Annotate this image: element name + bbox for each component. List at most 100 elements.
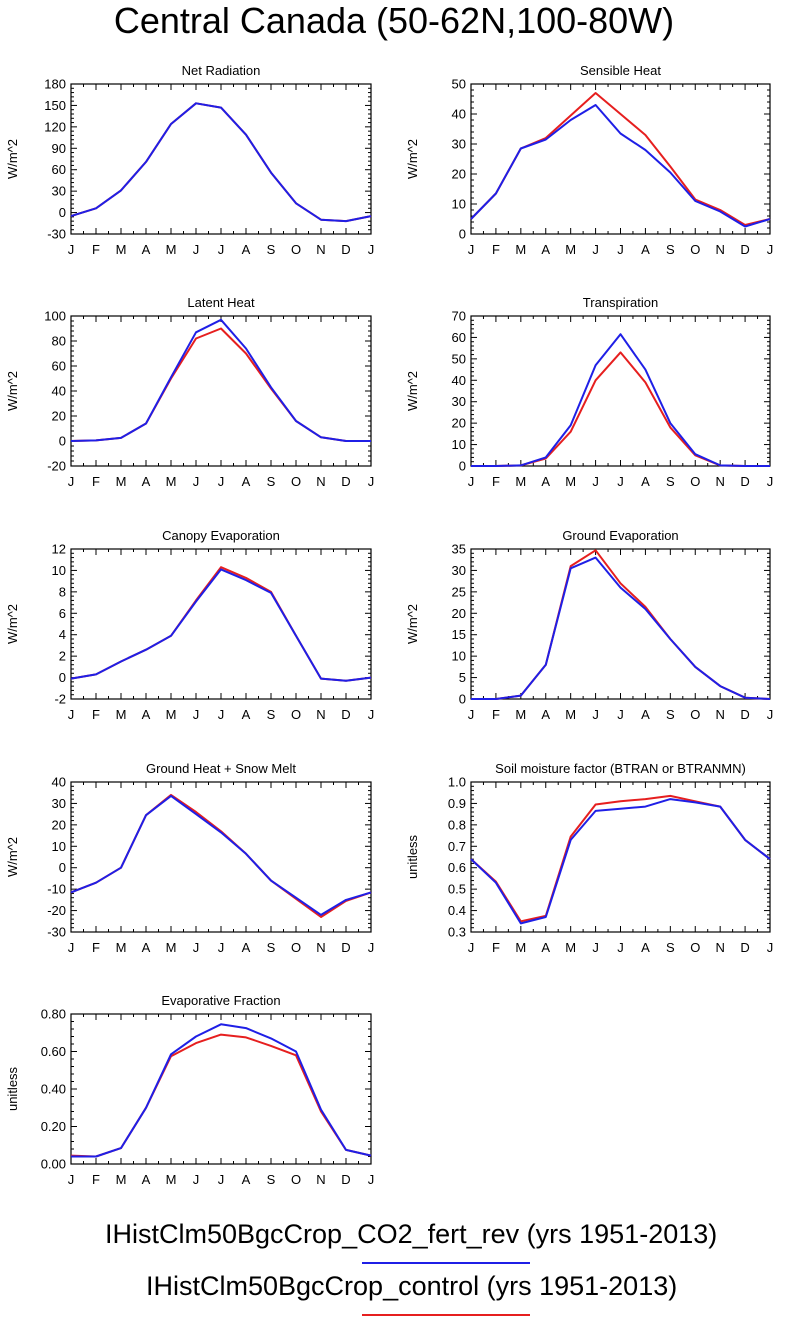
y-tick-label: 20	[452, 416, 466, 431]
x-tick-label: S	[267, 474, 276, 489]
x-tick-label: A	[142, 242, 151, 257]
x-tick-label: S	[267, 242, 276, 257]
y-tick-label: 0.8	[448, 817, 466, 832]
x-tick-label: J	[368, 242, 375, 257]
y-axis-label: W/m^2	[405, 139, 420, 179]
x-tick-label: O	[690, 707, 700, 722]
x-tick-label: A	[641, 707, 650, 722]
x-tick-label: A	[142, 1172, 151, 1187]
y-tick-label: 0.7	[448, 839, 466, 854]
x-tick-label: J	[767, 242, 774, 257]
x-tick-label: D	[341, 474, 350, 489]
y-tick-label: 20	[452, 167, 466, 182]
y-axis-label: W/m^2	[405, 604, 420, 644]
x-tick-label: N	[316, 707, 325, 722]
x-tick-label: J	[218, 242, 225, 257]
x-tick-label: F	[92, 707, 100, 722]
x-tick-label: J	[68, 940, 75, 955]
x-tick-label: J	[68, 1172, 75, 1187]
x-tick-label: A	[142, 707, 151, 722]
series-line-red	[70, 102, 372, 223]
y-tick-label: 80	[52, 334, 66, 349]
x-tick-label: O	[690, 940, 700, 955]
series-line-red	[471, 549, 771, 700]
x-tick-label: J	[218, 707, 225, 722]
x-tick-label: M	[565, 474, 576, 489]
x-tick-label: F	[92, 474, 100, 489]
x-tick-label: A	[242, 1172, 251, 1187]
x-tick-label: J	[617, 474, 624, 489]
x-tick-label: N	[316, 242, 325, 257]
series-line-blue	[71, 1023, 372, 1158]
y-tick-label: 0	[459, 692, 466, 707]
plot-frame	[70, 548, 372, 700]
y-tick-label: -30	[47, 925, 66, 940]
x-tick-label: S	[666, 940, 675, 955]
x-tick-label: M	[116, 1172, 127, 1187]
x-tick-label: M	[166, 242, 177, 257]
x-tick-label: N	[316, 1172, 325, 1187]
y-tick-label: 60	[52, 359, 66, 374]
x-tick-label: A	[242, 242, 251, 257]
x-tick-label: F	[492, 474, 500, 489]
y-tick-label: 100	[44, 309, 66, 324]
y-tick-label: 0.4	[448, 903, 466, 918]
y-tick-label: 30	[52, 184, 66, 199]
x-tick-label: J	[218, 940, 225, 955]
x-tick-label: M	[166, 474, 177, 489]
y-tick-label: 4	[59, 627, 66, 642]
chart-title: Soil moisture factor (BTRAN or BTRANMN)	[495, 761, 746, 776]
x-tick-label: A	[641, 242, 650, 257]
y-tick-label: 20	[52, 409, 66, 424]
series-line-blue	[70, 794, 372, 916]
chart-soil-moisture-factor-btran-or-btranmn: Soil moisture factor (BTRAN or BTRANMN) u…	[405, 761, 773, 955]
x-tick-label: D	[740, 474, 749, 489]
x-tick-label: J	[592, 474, 599, 489]
y-tick-label: 30	[452, 394, 466, 409]
series-line-blue	[471, 333, 770, 467]
x-tick-label: S	[666, 474, 675, 489]
series-line-blue	[470, 798, 771, 925]
series-line-red	[70, 1033, 372, 1158]
x-tick-label: N	[715, 242, 724, 257]
x-tick-label: D	[341, 940, 350, 955]
y-tick-label: 0	[459, 227, 466, 242]
x-tick-label: A	[242, 940, 251, 955]
x-tick-label: J	[767, 474, 774, 489]
x-tick-label: M	[565, 242, 576, 257]
plot-frame	[70, 83, 372, 235]
chart-title: Latent Heat	[187, 295, 255, 310]
series-line-blue	[471, 556, 771, 700]
x-tick-label: J	[592, 707, 599, 722]
x-tick-label: D	[740, 242, 749, 257]
x-tick-label: J	[368, 940, 375, 955]
x-tick-label: S	[267, 1172, 276, 1187]
x-tick-label: F	[92, 1172, 100, 1187]
y-tick-label: 10	[52, 563, 66, 578]
x-tick-label: J	[193, 940, 200, 955]
plot-frame	[470, 315, 771, 467]
series-line-red	[471, 351, 770, 467]
x-tick-label: J	[218, 474, 225, 489]
x-tick-label: J	[193, 242, 200, 257]
plot-frame	[70, 315, 372, 467]
y-tick-label: 1.0	[448, 775, 466, 790]
y-tick-label: -30	[47, 227, 66, 242]
y-tick-label: 50	[452, 351, 466, 366]
x-tick-label: J	[468, 242, 475, 257]
x-tick-label: S	[267, 707, 276, 722]
x-tick-label: D	[740, 940, 749, 955]
series-line-red	[70, 327, 371, 442]
x-tick-label: M	[565, 940, 576, 955]
y-axis-label: W/m^2	[5, 139, 20, 179]
y-tick-label: 40	[52, 775, 66, 790]
x-tick-label: M	[515, 940, 526, 955]
page-title: Central Canada (50-62N,100-80W)	[113, 0, 675, 41]
x-tick-label: S	[666, 707, 675, 722]
plot-frame	[70, 781, 372, 933]
legend-label-control: IHistClm50BgcCrop_control (yrs 1951-2013…	[146, 1271, 678, 1301]
y-axis-label: W/m^2	[5, 371, 20, 411]
